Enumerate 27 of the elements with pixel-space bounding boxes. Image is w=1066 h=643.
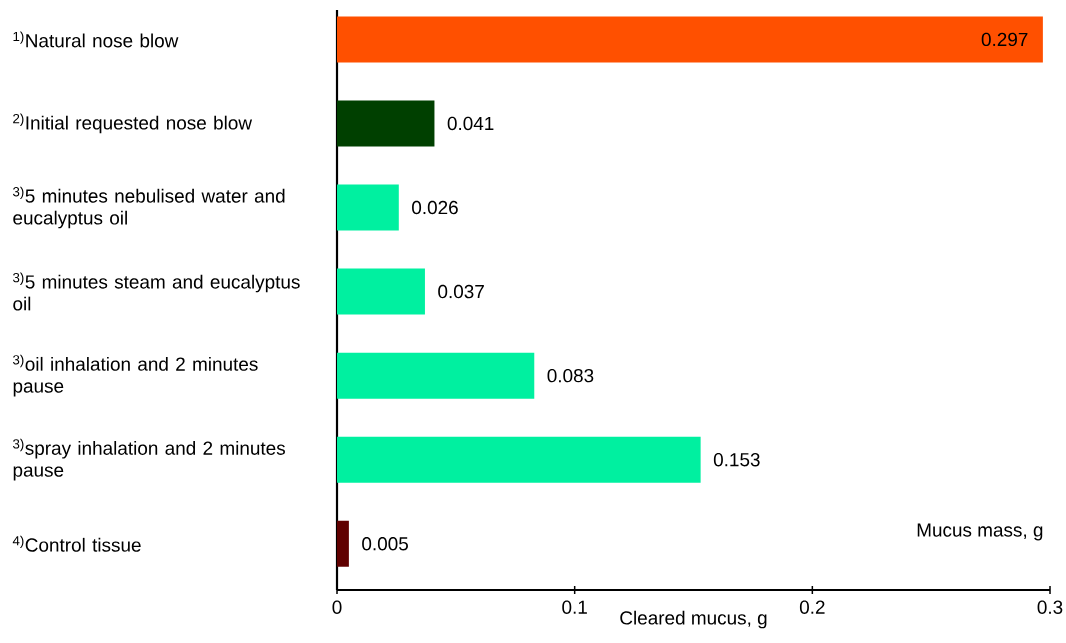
bar	[337, 100, 435, 147]
x-tick-label: 0	[332, 600, 342, 614]
y-tick-label: $^{1)}$Natural nose blow	[13, 31, 179, 48]
x-axis-title: Cleared mucus, g	[620, 610, 767, 629]
data-label: 0.297	[981, 32, 1028, 47]
bar	[337, 184, 399, 231]
bar	[337, 436, 701, 483]
bar	[337, 520, 349, 567]
y-tick-label: $^{3)}$5 minutes steam and eucalyptus oil	[13, 272, 300, 311]
data-label: 0.026	[412, 200, 458, 215]
data-label: 0.037	[438, 284, 484, 299]
data-label: 0.153	[713, 452, 760, 467]
bar	[337, 268, 425, 315]
data-label: 0.083	[547, 368, 594, 383]
bar	[337, 352, 535, 399]
y-tick-label: $^{4)}$Control tissue	[12, 535, 141, 552]
y-tick-label: $^{3)}$spray inhalation and 2 minutes pause	[13, 438, 285, 481]
x-tick-label: 0.3	[1037, 600, 1063, 614]
annotation: Mucus mass, g	[917, 523, 1043, 541]
y-tick-label: $^{2)}$Initial requested nose blow	[13, 113, 253, 134]
data-label: 0.041	[447, 116, 494, 131]
y-tick-label: $^{3)}$5 minutes nebulised water and eucalyptus oil	[13, 186, 285, 229]
bar	[337, 16, 1043, 63]
x-tick-label: 0.1	[562, 600, 587, 614]
y-tick-label: $^{3)}$oil inhalation and 2 minutes pause	[13, 354, 258, 397]
data-label: 0.005	[362, 537, 408, 551]
x-tick-label: 0.2	[799, 600, 825, 614]
